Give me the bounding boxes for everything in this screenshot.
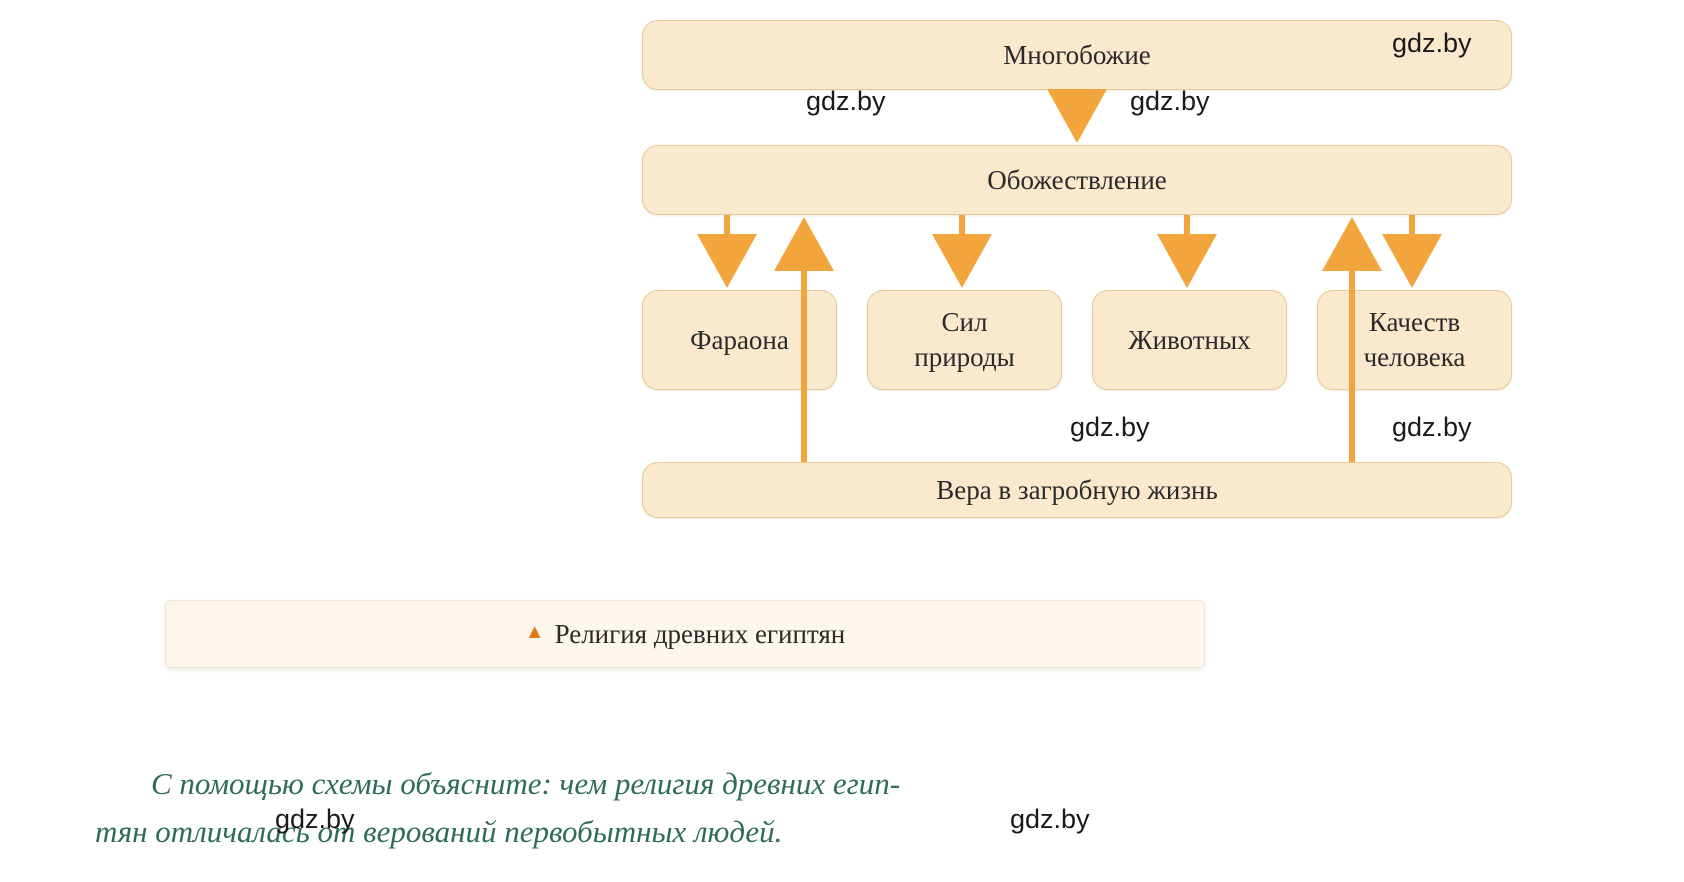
node-leaf4: Качеств человека: [1317, 290, 1512, 390]
node-mid-label: Обожествление: [987, 165, 1167, 196]
watermark: gdz.by: [1130, 86, 1210, 117]
node-bottom: Вера в загробную жизнь: [642, 462, 1512, 518]
diagram-container: Многобожие Обожествление Фараона Сил при…: [392, 0, 1292, 20]
node-leaf2-label: Сил природы: [914, 305, 1015, 375]
caption-bar: ▲ Религия древних египтян: [165, 600, 1205, 668]
node-leaf1-label: Фараона: [690, 325, 789, 356]
node-top-label: Многобожие: [1003, 40, 1151, 71]
node-top: Многобожие: [642, 20, 1512, 90]
question-line2: тян отличалась от верований первобытных …: [95, 814, 782, 849]
node-leaf2: Сил природы: [867, 290, 1062, 390]
watermark: gdz.by: [1392, 412, 1472, 443]
node-leaf4-label: Качеств человека: [1364, 305, 1466, 375]
node-leaf3-label: Животных: [1128, 325, 1250, 356]
watermark: gdz.by: [806, 86, 886, 117]
caption-marker-icon: ▲: [525, 621, 545, 644]
question-line1: С помощью схемы объясните: чем религия д…: [151, 766, 900, 801]
question-text: С помощью схемы объясните: чем религия д…: [95, 760, 1145, 856]
watermark: gdz.by: [1070, 412, 1150, 443]
caption-text: Религия древних египтян: [555, 619, 846, 650]
node-bottom-label: Вера в загробную жизнь: [936, 475, 1218, 506]
node-leaf1: Фараона: [642, 290, 837, 390]
node-leaf3: Животных: [1092, 290, 1287, 390]
node-mid: Обожествление: [642, 145, 1512, 215]
